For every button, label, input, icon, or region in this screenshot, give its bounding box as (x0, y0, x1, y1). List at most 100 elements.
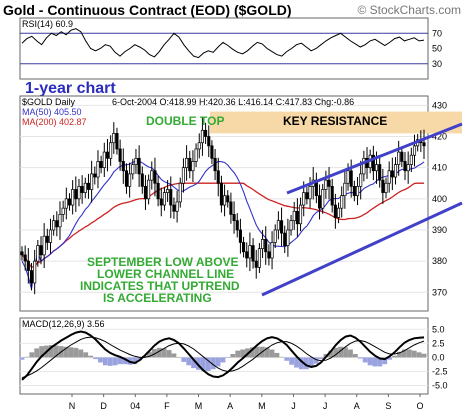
x-tick-label: J (323, 401, 328, 411)
candle-body (61, 207, 65, 215)
candle-body (204, 129, 208, 137)
candle-body (393, 164, 398, 178)
candle-body (327, 179, 331, 187)
resistance-band (210, 111, 462, 134)
candle-body (121, 161, 125, 172)
macd-hist-bar (151, 348, 157, 358)
key-resistance-label: KEY RESISTANCE (283, 114, 387, 128)
macd-hist-bar (235, 350, 241, 358)
candle-body (273, 229, 277, 243)
rsi-tick-label: 70 (432, 28, 442, 38)
x-tick-label: S (385, 401, 391, 411)
candle-body (257, 248, 261, 268)
macd-hist-bar (264, 347, 270, 358)
candle-body (74, 189, 78, 200)
candle-body (20, 251, 24, 256)
macd-hist-bar (299, 357, 304, 370)
macd-hist-bar (401, 349, 407, 358)
macd-hist-bar (225, 357, 231, 358)
x-tick-label: N (69, 401, 76, 411)
rsi-line (21, 28, 425, 59)
candle-body (254, 260, 258, 268)
macd-tick-label: 5.0 (432, 324, 445, 334)
candle-body (156, 182, 160, 200)
candle-body (340, 195, 344, 209)
macd-hist-bar (372, 357, 378, 367)
candle-body (321, 189, 325, 209)
candle-body (42, 235, 46, 256)
channel-lower-line (261, 201, 463, 297)
candle-body (159, 198, 163, 206)
candle-body (178, 182, 182, 203)
macd-hist-bar (117, 357, 123, 365)
x-tick-label: O (416, 401, 423, 411)
candle-body (359, 173, 363, 187)
candle-body (336, 207, 341, 218)
rsi-tick-label: 30 (432, 59, 442, 69)
candle-body (93, 173, 97, 178)
macd-hist-bar (289, 357, 295, 365)
candle-body (99, 161, 103, 169)
candle-body (238, 229, 242, 243)
candle-body (355, 186, 360, 197)
x-tick-label: A (227, 401, 233, 411)
candle-body (185, 157, 189, 169)
price-tick-label: 420 (432, 132, 447, 142)
candle-body (58, 214, 62, 228)
candle-body (232, 214, 236, 221)
ma200-legend: MA(200) 402.87 (22, 117, 87, 127)
candle-body (299, 204, 303, 225)
macd-hist-bar (191, 357, 196, 369)
macd-hist-bar (348, 349, 353, 358)
rsi-panel: RSI(14) 60.9 1-year chart 70 50 30 (19, 17, 442, 97)
macd-hist-bar (132, 357, 138, 365)
macd-signal-line (21, 336, 425, 379)
candle-body (102, 151, 106, 169)
candle-body (308, 186, 312, 200)
candle-body (324, 179, 328, 190)
price-tick-label: 380 (432, 256, 447, 266)
price-tick-label: 400 (432, 194, 447, 204)
candle-body (134, 157, 138, 165)
candle-body (270, 242, 274, 259)
candle-body (261, 238, 265, 250)
candle-body (229, 201, 233, 215)
candle-body (302, 192, 306, 206)
candle-body (169, 189, 173, 206)
macd-hist-bar (156, 347, 162, 358)
candle-body (267, 251, 271, 259)
candle-body (305, 192, 309, 200)
candle-body (286, 229, 290, 246)
candle-body (251, 245, 255, 262)
candle-body (80, 186, 84, 193)
candle-body (219, 182, 223, 206)
double-top-label: DOUBLE TOP (146, 114, 224, 128)
candle-body (200, 129, 204, 144)
macd-hist-bar (230, 354, 236, 358)
x-tick-label: A (354, 401, 360, 411)
x-tick-label: F (164, 401, 170, 411)
candle-body (374, 164, 379, 172)
candle-body (210, 145, 214, 159)
macd-tick-label: 2.5 (432, 338, 445, 348)
macd-hist-bar (78, 349, 84, 358)
macd-hist-bar (102, 357, 108, 366)
macd-hist-bar (181, 357, 187, 362)
candle-body (283, 232, 287, 246)
x-tick-label: M (195, 401, 203, 411)
candle-body (197, 142, 201, 150)
price-candles (20, 117, 426, 295)
candle-body (147, 179, 151, 200)
candle-body (175, 201, 179, 212)
price-tick-label: 370 (432, 287, 447, 297)
macd-hist-bar (357, 357, 363, 359)
macd-hist-bar (107, 357, 113, 366)
candle-body (378, 164, 382, 181)
price-panel: 430 420 410 400 390 380 370 $GOLD Daily 6-Oct-… (19, 95, 463, 312)
candle-body (118, 148, 122, 162)
candle-body (403, 161, 407, 172)
macd-hist-bar (200, 357, 206, 371)
candle-body (226, 195, 230, 203)
macd-hist-bar (240, 349, 246, 358)
candle-body (153, 170, 157, 184)
